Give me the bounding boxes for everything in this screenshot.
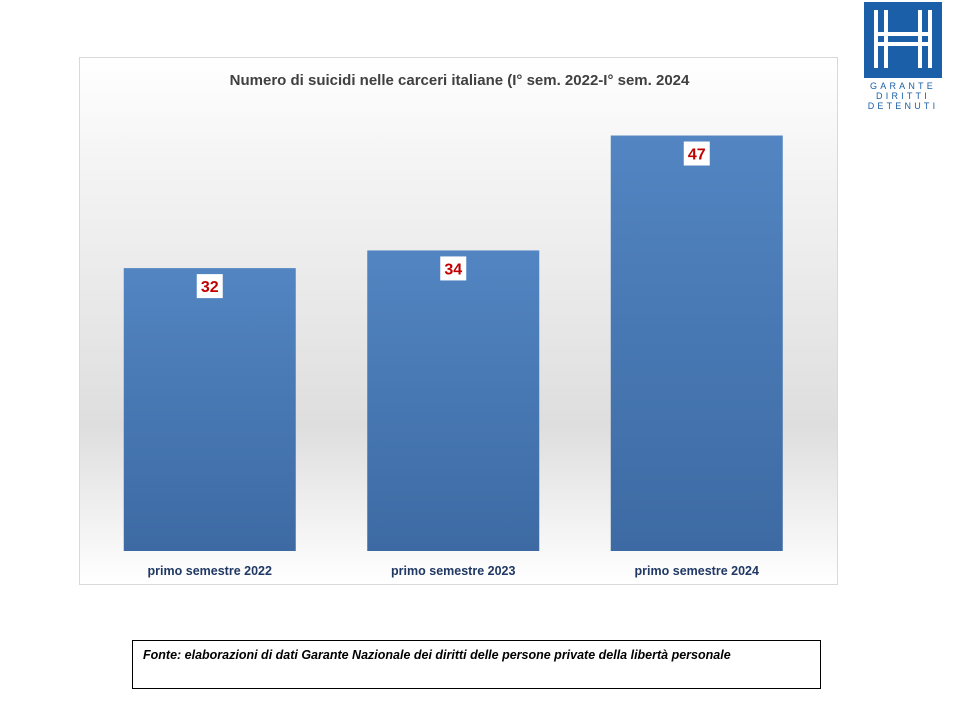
category-label-3: primo semestre 2024 xyxy=(635,564,759,578)
logo-h-icon xyxy=(874,10,932,68)
logo-mark xyxy=(864,2,942,78)
chart-title: Numero di suicidi nelle carceri italiane… xyxy=(229,72,690,89)
data-label-1: 32 xyxy=(201,279,219,296)
logo-text-line-3: DETENUTI xyxy=(867,101,939,111)
source-note-box: Fonte: elaborazioni di dati Garante Nazi… xyxy=(132,640,821,689)
bar-chart: 32 primo semestre 2022 34 primo semestre 20… xyxy=(123,135,783,578)
garante-logo: GARANTE DIRITTI DETENUTI xyxy=(864,2,942,111)
logo-text-line-1: GARANTE xyxy=(870,81,936,91)
bar-1 xyxy=(123,268,296,551)
source-note: Fonte: elaborazioni di dati Garante Nazi… xyxy=(143,648,731,662)
category-label-2: primo semestre 2023 xyxy=(391,564,515,578)
chart-area: 32 primo semestre 2022 34 primo semestre 20… xyxy=(79,57,838,585)
category-label-1: primo semestre 2022 xyxy=(148,564,272,578)
data-label-2: 34 xyxy=(444,261,462,278)
data-label-box-1 xyxy=(196,274,223,299)
data-label-box-2 xyxy=(440,256,467,281)
bar-2 xyxy=(367,250,540,551)
data-label-box-3 xyxy=(683,141,710,166)
logo-text-line-2: DIRITTI xyxy=(876,91,930,101)
data-label-3: 47 xyxy=(688,147,706,164)
bar-3 xyxy=(610,135,783,551)
